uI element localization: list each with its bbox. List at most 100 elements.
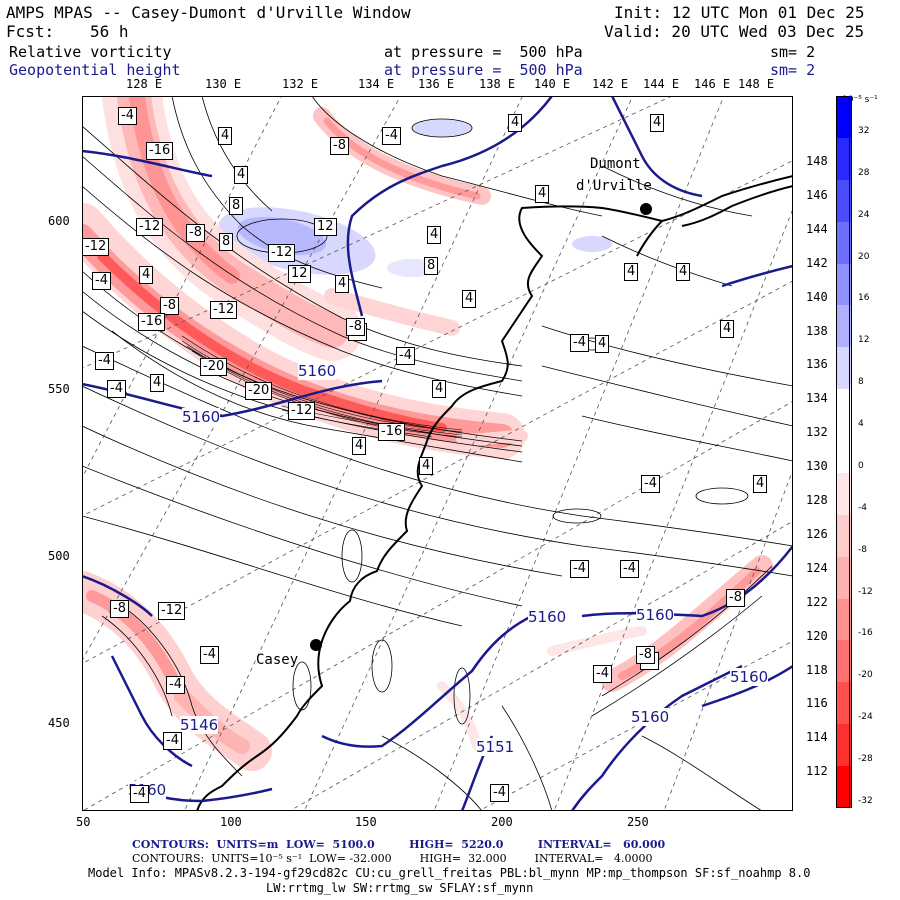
colorbar-label: -24 [858,712,873,723]
model-physics: LW:rrtmg_lw SW:rrtmg_sw SFLAY:sf_mynn [266,881,534,895]
valid-time: Valid: 20 UTC Wed 03 Dec 25 [604,22,865,41]
casey-label: Casey [256,652,299,668]
colorbar-label: 12 [858,335,870,346]
y-tick-label: 500 [48,549,70,563]
longitude-label: 134 E [358,77,395,91]
colorbar-label: 20 [858,251,870,262]
vorticity-contour-label: -4 [166,676,185,694]
forecast-hour: 56 h [90,22,129,41]
height-contour-label: 5151 [476,738,515,756]
vorticity-contour-label: 8 [424,257,439,275]
x-tick-label: 150 [355,815,377,829]
height-contour-label: 5160 [298,362,337,380]
vorticity-contour-label: -8 [726,589,745,607]
height-contour-label: 5160 [636,606,675,624]
vorticity-contour-label: -4 [95,352,114,370]
vorticity-contour-label: 4 [676,263,691,281]
vorticity-contour-label: 4 [218,127,233,145]
colorbar-label: 16 [858,293,870,304]
colorbar-label: -12 [858,586,873,597]
vorticity-contour-label: -16 [378,423,406,441]
vorticity-contour-label: -4 [396,347,415,365]
vorticity-contour-label: 4 [419,457,434,475]
vorticity-contour-label: -8 [160,297,179,315]
vorticity-contour-label: 4 [139,266,154,284]
station-markers [310,203,652,651]
vorticity-contour-label: 4 [234,166,249,184]
colorbar-label: 24 [858,209,870,220]
longitude-label: 132 E [282,77,319,91]
vorticity-contour-label: -8 [346,318,365,336]
vorticity-contour-label: -4 [570,560,589,578]
vorticity-contour-label: -8 [636,646,655,664]
vorticity-contour-label: 4 [720,320,735,338]
vorticity-contour-label: 4 [650,114,665,132]
casey-station-dot [310,639,322,651]
vorticity-contour-label: -20 [245,382,273,400]
map-frame [82,96,793,811]
colorbar-label: -32 [858,796,873,806]
vorticity-contour-label: -12 [158,602,186,620]
height-contour-label: 5160 [528,608,567,626]
vorticity-contour-label: -12 [136,218,164,236]
vorticity-contour-label: -4 [490,784,509,802]
colorbar-label: -8 [858,544,867,555]
lat-lon-grid [82,96,793,811]
longitude-label: 142 E [592,77,629,91]
vorticity-contour-label: -8 [110,600,129,618]
vorticity-contour-label: -4 [92,272,111,290]
map-title: AMPS MPAS -- Casey-Dumont d'Urville Wind… [6,3,411,22]
longitude-label: 140 E [534,77,571,91]
field1-smoothing: sm= 2 [770,43,816,61]
vorticity-contour-label: 4 [352,437,367,455]
vorticity-contour-label: -4 [130,785,149,803]
longitude-label: 138 E [479,77,516,91]
vorticity-contour-info: CONTOURS: UNITS=10⁻⁵ s⁻¹ LOW= -32.000 HI… [132,852,653,865]
colorbar-label: 32 [858,125,870,136]
vorticity-contour-label: 4 [595,335,610,353]
colorbar-units: 10⁻⁵ s⁻¹ [842,95,878,105]
vorticity-contour-label: -12 [288,402,316,420]
vorticity-contour-label: -4 [641,475,660,493]
model-info: Model Info: MPASv8.2.3-194-gf29cd82c CU:… [88,866,811,880]
vorticity-contour-label: 8 [219,233,234,251]
x-tick-label: 100 [220,815,242,829]
dumont-label-1: Dumont [590,156,641,172]
colorbar-border [836,96,850,808]
longitude-label: 148 E [738,77,775,91]
longitude-label: 146 E [694,77,731,91]
vorticity-contour-label: 4 [335,275,350,293]
colorbar-label: 8 [858,377,864,388]
height-contour-info: CONTOURS: UNITS=m LOW= 5100.0 HIGH= 5220… [132,838,666,851]
vorticity-map [82,96,793,811]
colorbar-label: -28 [858,754,873,765]
longitude-label: 128 E [126,77,163,91]
geopotential-height-contours [82,96,793,811]
vorticity-contour-label: 4 [150,374,165,392]
vorticity-contour-label: 4 [432,380,447,398]
vorticity-contour-label: -12 [268,244,296,262]
colorbar-label: 28 [858,167,870,178]
x-tick-label: 200 [491,815,513,829]
vorticity-contour-label: 4 [462,290,477,308]
field1-name: Relative vorticity [9,43,172,61]
field1-level: at pressure = 500 hPa [384,43,583,61]
vorticity-contour-label: -4 [593,665,612,683]
dumont-label-2: d'Urville [576,178,652,194]
vorticity-contour-label: -16 [146,142,174,160]
y-tick-label: 600 [48,214,70,228]
vorticity-contour-label: -4 [620,560,639,578]
vorticity-contour-label: 4 [753,475,768,493]
longitude-label: 136 E [418,77,455,91]
vorticity-contour-label: 4 [427,226,442,244]
vorticity-contour-label: -12 [210,301,238,319]
vorticity-contour-label: -4 [570,334,589,352]
vorticity-contour-label: -4 [107,380,126,398]
vorticity-contour-label: -4 [382,127,401,145]
vorticity-contour-label: -20 [200,358,228,376]
vorticity-contour-label: -12 [82,238,110,256]
height-contour-label: 5146 [180,716,219,734]
height-contour-label: 5160 [631,708,670,726]
field2-level: at pressure = 500 hPa [384,61,583,79]
vorticity-contour-label: -8 [330,137,349,155]
